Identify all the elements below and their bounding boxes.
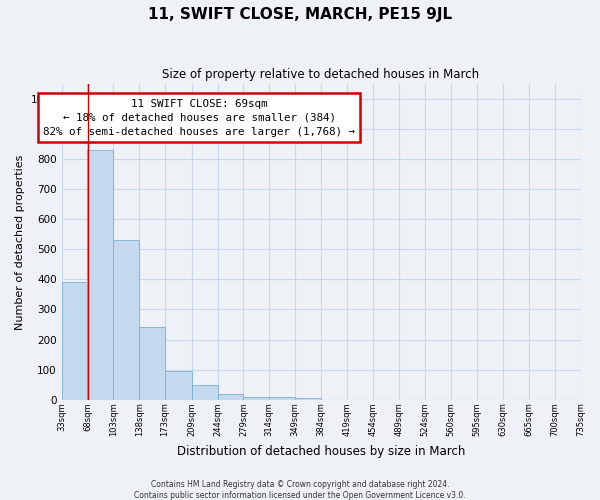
Text: 11 SWIFT CLOSE: 69sqm
← 18% of detached houses are smaller (384)
82% of semi-det: 11 SWIFT CLOSE: 69sqm ← 18% of detached … — [43, 98, 355, 136]
Title: Size of property relative to detached houses in March: Size of property relative to detached ho… — [163, 68, 479, 80]
Bar — [269, 396, 295, 400]
Bar — [113, 240, 139, 400]
Bar — [139, 328, 165, 400]
Bar — [191, 384, 218, 400]
Bar — [244, 396, 269, 400]
Y-axis label: Number of detached properties: Number of detached properties — [15, 154, 25, 330]
Bar — [62, 282, 88, 400]
X-axis label: Distribution of detached houses by size in March: Distribution of detached houses by size … — [177, 444, 465, 458]
Bar — [165, 371, 191, 400]
Text: Contains HM Land Registry data © Crown copyright and database right 2024.
Contai: Contains HM Land Registry data © Crown c… — [134, 480, 466, 500]
Bar — [218, 394, 244, 400]
Bar — [295, 398, 321, 400]
Bar — [88, 150, 113, 400]
Text: 11, SWIFT CLOSE, MARCH, PE15 9JL: 11, SWIFT CLOSE, MARCH, PE15 9JL — [148, 8, 452, 22]
